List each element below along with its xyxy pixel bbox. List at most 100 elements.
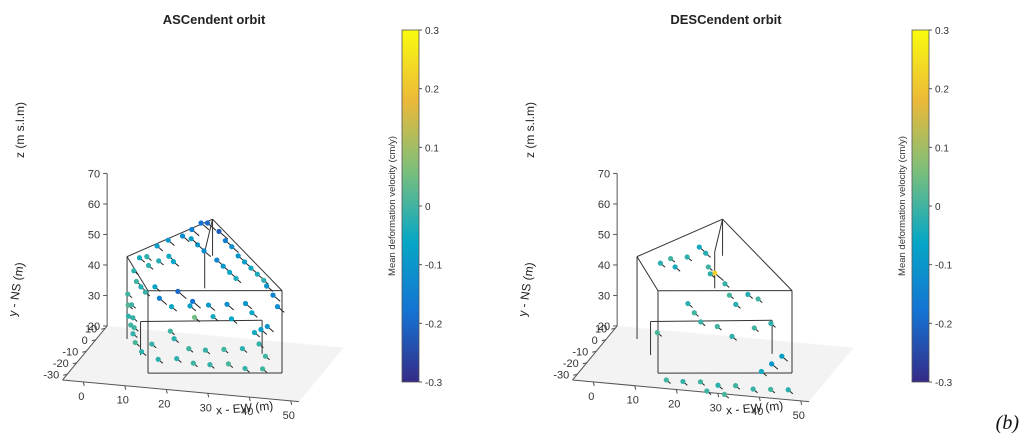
building-edge bbox=[204, 219, 214, 252]
data-point bbox=[732, 383, 739, 389]
colorbar-label: Mean deformation velocity (cm/y) bbox=[897, 136, 908, 276]
data-point bbox=[691, 310, 697, 316]
data-point bbox=[191, 314, 198, 320]
y-tick-label: -30 bbox=[553, 369, 569, 381]
z-tick-label: 40 bbox=[598, 260, 610, 272]
x-tick-label: 0 bbox=[78, 391, 84, 403]
data-point bbox=[204, 220, 211, 226]
z-tick-label: 30 bbox=[598, 290, 610, 302]
z-tick-label: 20 bbox=[88, 321, 100, 333]
data-point bbox=[714, 323, 720, 330]
data-point bbox=[145, 262, 152, 269]
colorbar-tick-label: 0 bbox=[425, 202, 431, 213]
x-tick-mark bbox=[800, 400, 803, 406]
building-edge bbox=[636, 218, 723, 258]
data-point bbox=[179, 233, 186, 239]
y-tick-label: -20 bbox=[53, 358, 69, 370]
data-point bbox=[225, 361, 231, 367]
data-point bbox=[136, 255, 143, 261]
building-edge bbox=[650, 319, 773, 323]
data-point bbox=[221, 346, 227, 352]
x-tick-mark bbox=[207, 393, 210, 398]
data-point bbox=[722, 281, 728, 287]
y-tick-label: -20 bbox=[563, 358, 579, 370]
x-tick-label: 10 bbox=[627, 395, 639, 407]
y-tick-label: 0 bbox=[592, 335, 598, 347]
z-tick-label: 70 bbox=[88, 168, 100, 180]
x-tick-mark bbox=[758, 396, 761, 402]
chart-title: DESCendent orbit bbox=[670, 12, 782, 27]
chart-title: ASCendent orbit bbox=[163, 12, 266, 27]
data-point bbox=[264, 283, 270, 289]
z-tick-label: 40 bbox=[88, 260, 100, 272]
data-point bbox=[233, 275, 239, 282]
ground-plane bbox=[572, 325, 854, 402]
data-point bbox=[214, 257, 220, 263]
data-point bbox=[729, 333, 735, 339]
x-tick-mark bbox=[290, 400, 293, 406]
data-point bbox=[220, 263, 226, 269]
data-point bbox=[152, 284, 158, 290]
data-point bbox=[254, 271, 260, 277]
data-point bbox=[166, 253, 172, 259]
x-axis-line bbox=[572, 379, 810, 403]
data-point bbox=[745, 291, 751, 298]
z-tick-label: 60 bbox=[88, 199, 100, 211]
colorbar-tick-label: 0.1 bbox=[425, 143, 439, 154]
data-point bbox=[242, 300, 249, 307]
data-point bbox=[125, 313, 132, 319]
z-tick-label: 30 bbox=[88, 290, 100, 302]
z-tick-label: 60 bbox=[598, 199, 610, 211]
x-axis-label: x - EW (m) bbox=[215, 399, 273, 418]
building-edge bbox=[212, 218, 283, 291]
x-tick-mark bbox=[634, 385, 637, 390]
y-axis-label: y - NS (m) bbox=[515, 261, 536, 317]
data-point bbox=[132, 339, 138, 346]
x-tick-label: 20 bbox=[668, 399, 680, 411]
data-point bbox=[229, 244, 235, 250]
data-point bbox=[242, 365, 248, 372]
x-tick-label: 30 bbox=[200, 402, 212, 414]
data-point bbox=[657, 260, 664, 266]
data-point bbox=[131, 268, 137, 274]
data-point bbox=[698, 319, 704, 325]
data-point bbox=[130, 315, 136, 321]
data-point bbox=[224, 301, 230, 307]
data-point bbox=[131, 325, 137, 331]
data-point bbox=[256, 341, 262, 347]
x-tick-mark bbox=[82, 381, 85, 387]
data-point bbox=[205, 302, 212, 308]
x-tick-label: 10 bbox=[117, 395, 129, 407]
data-point bbox=[149, 341, 155, 347]
y-tick-label: 10 bbox=[85, 323, 97, 335]
data-point bbox=[755, 296, 761, 302]
data-point bbox=[175, 288, 181, 294]
x-tick-mark bbox=[592, 381, 595, 387]
colorbar-tick-label: 0.1 bbox=[935, 143, 949, 154]
x-tick-label: 40 bbox=[751, 406, 763, 418]
colorbar-tick-label: -0.2 bbox=[425, 319, 443, 330]
data-point bbox=[188, 236, 194, 242]
data-point bbox=[207, 362, 213, 368]
colorbar-tick-label: 0.2 bbox=[425, 85, 439, 96]
data-point bbox=[697, 379, 704, 385]
data-point bbox=[721, 391, 728, 397]
colorbar-tick-label: 0.3 bbox=[935, 26, 949, 37]
data-point bbox=[684, 254, 690, 260]
y-tick-label: -10 bbox=[572, 346, 588, 358]
colorbar-tick-label: -0.3 bbox=[425, 378, 443, 389]
data-point bbox=[733, 301, 739, 307]
data-point bbox=[165, 237, 171, 243]
data-point bbox=[155, 356, 161, 362]
x-tick-label: 20 bbox=[158, 399, 170, 411]
x-tick-label: 50 bbox=[283, 410, 295, 422]
colorbar-tick-label: 0 bbox=[935, 202, 941, 213]
data-point bbox=[202, 347, 208, 353]
data-point bbox=[216, 228, 222, 235]
y-tick-label: 10 bbox=[595, 323, 607, 335]
data-point bbox=[712, 270, 718, 276]
building-edge bbox=[714, 219, 724, 252]
building-edge bbox=[636, 256, 659, 291]
data-point bbox=[703, 250, 709, 256]
